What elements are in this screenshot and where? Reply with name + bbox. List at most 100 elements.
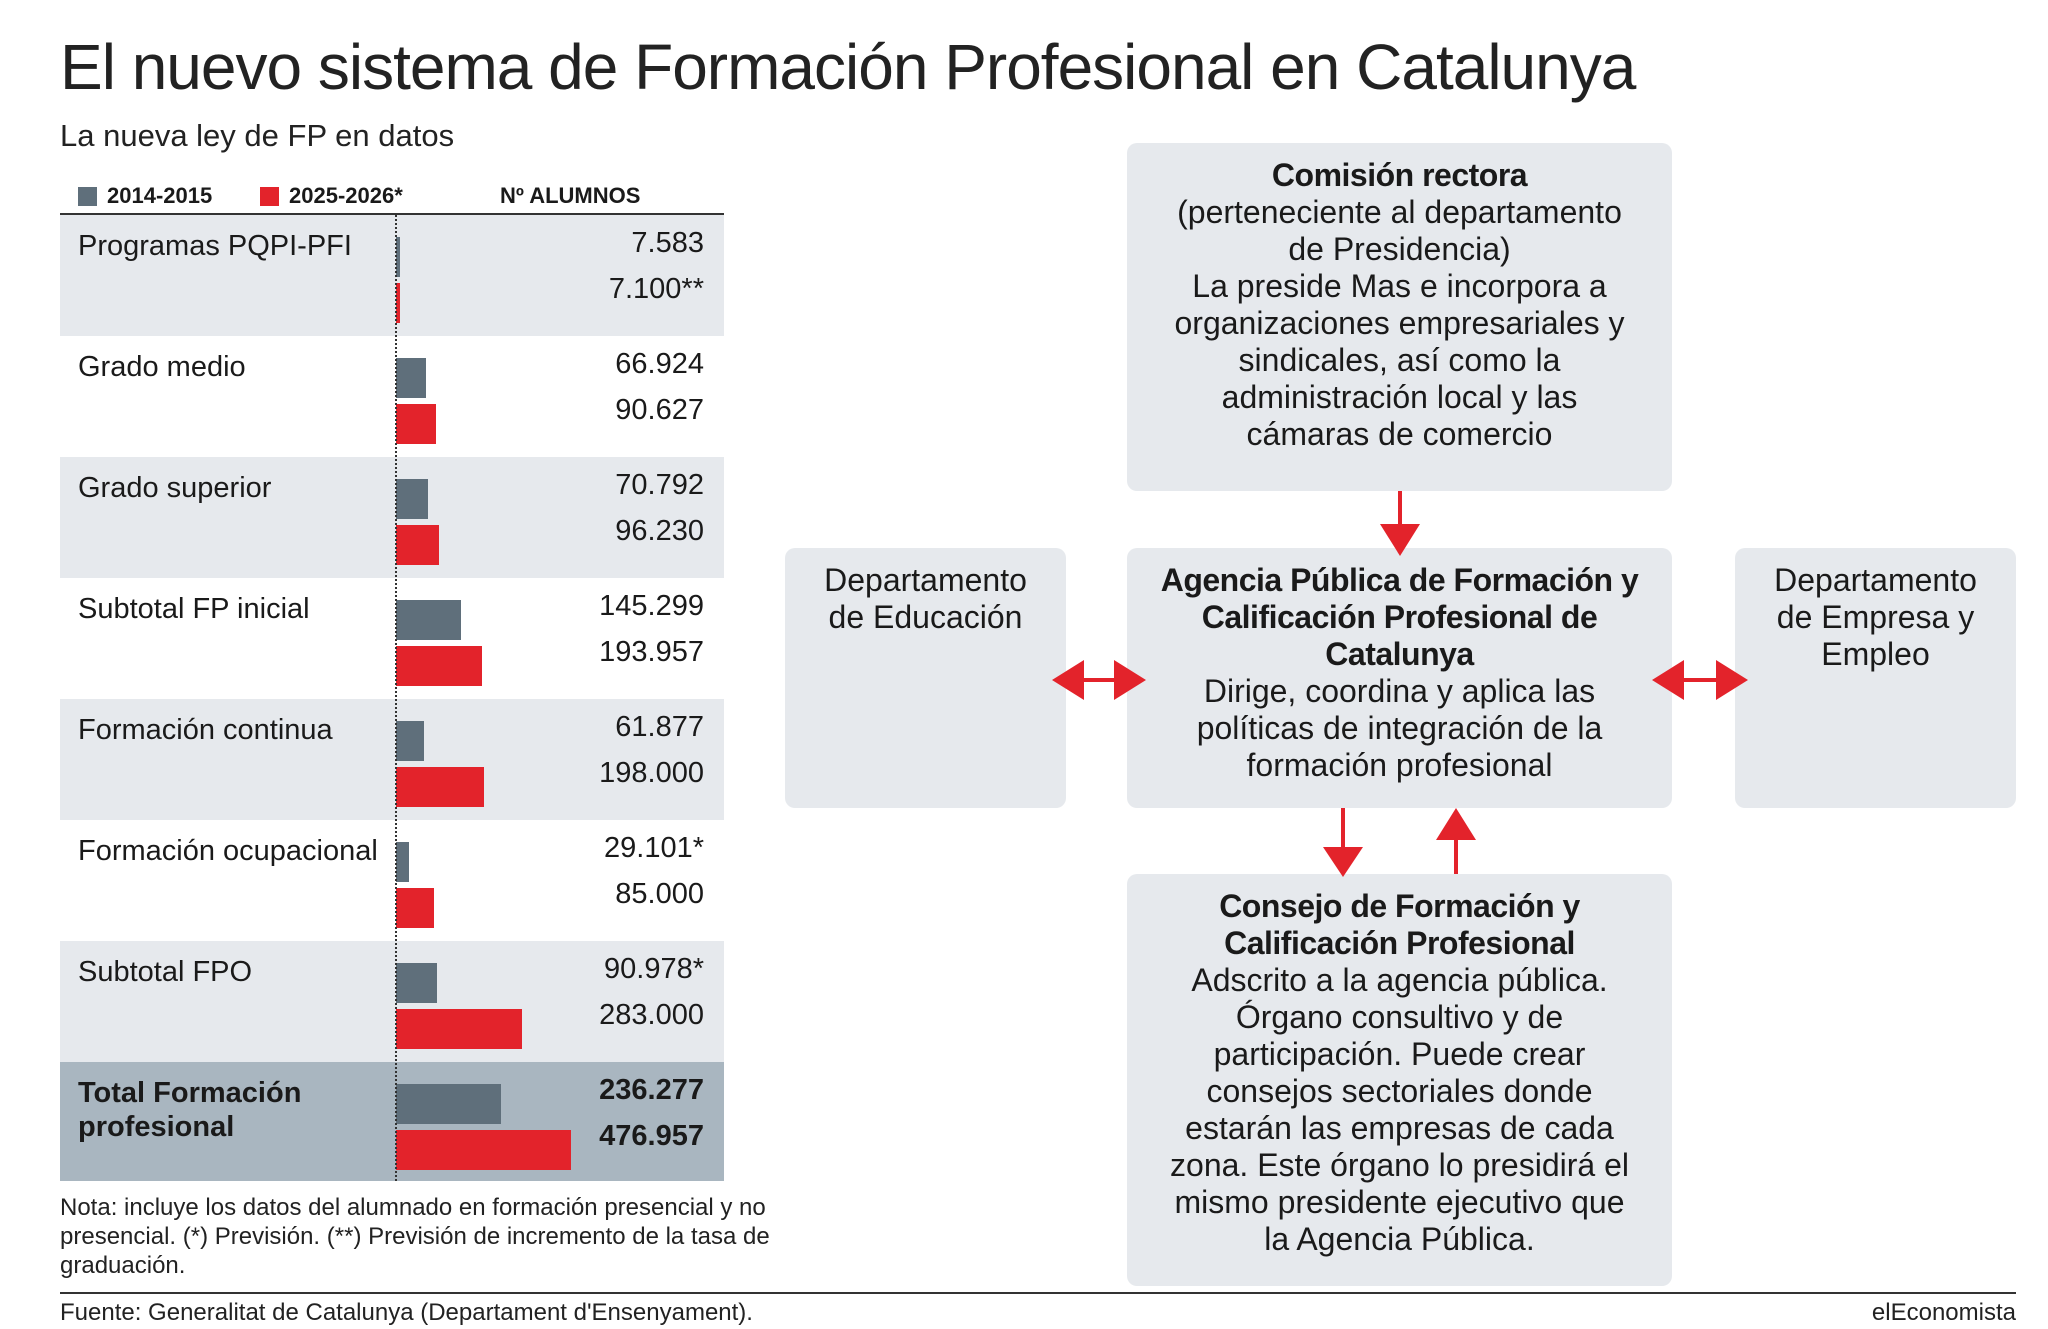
source-note: Fuente: Generalitat de Catalunya (Depart…: [60, 1299, 753, 1326]
bar-2025-2026: [396, 888, 434, 928]
chart-row: Formación continua 61.877 198.000: [60, 699, 724, 820]
value-label: 66.924: [615, 348, 704, 380]
value-label: 7.100**: [608, 273, 704, 305]
bar-2025-2026: [396, 525, 439, 565]
box-consejo-formacion: Consejo de Formación y Calificación Profe…: [1127, 874, 1672, 1286]
agencia-text: Dirige, coordina y aplica las políticas d…: [1127, 673, 1672, 784]
text-line: sindicales, así como la: [1238, 342, 1561, 378]
consejo-text: Adscrito a la agencia pública. Órgano con…: [1127, 962, 1672, 1258]
agencia-title: Agencia Pública de Formación y Calificaci…: [1127, 562, 1672, 673]
bar-2014-2015: [396, 479, 428, 519]
comision-text: (perteneciente al departamento de Preside…: [1127, 194, 1672, 453]
value-label: 90.627: [615, 394, 704, 426]
value-label: 283.000: [599, 999, 704, 1031]
box-comision-rectora: Comisión rectora (perteneciente al depar…: [1127, 143, 1672, 491]
box-agencia-publica: Agencia Pública de Formación y Calificaci…: [1127, 548, 1672, 808]
bar-2025-2026: [396, 283, 400, 323]
bar-2014-2015: [396, 963, 437, 1003]
text-line: de Empresa y: [1776, 599, 1975, 635]
bar-2014-2015: [396, 237, 400, 277]
value-label: 476.957: [599, 1120, 704, 1152]
chart-legend: 2014-2015 2025-2026* Nº ALUMNOS: [60, 177, 724, 215]
legend-label-2014: 2014-2015: [107, 183, 213, 208]
category-label: Formación ocupacional: [78, 835, 378, 867]
page-title: El nuevo sistema de Formación Profesiona…: [60, 31, 1636, 103]
text-line: organizaciones empresariales y: [1174, 305, 1625, 341]
chart-rows: Programas PQPI-PFI 7.583 7.100** Grado medi…: [60, 215, 724, 1181]
bar-2025-2026: [396, 404, 437, 444]
text-line: administración local y las: [1221, 379, 1578, 415]
empresa-text: Departamento de Empresa y Empleo: [1735, 562, 2016, 673]
text-line: cámaras de comercio: [1246, 416, 1553, 452]
footer-rule: [60, 1292, 2016, 1294]
text-line: Dirige, coordina y aplica las: [1203, 673, 1596, 709]
category-label: Formación continua: [78, 714, 333, 746]
bar-2025-2026: [396, 1130, 571, 1170]
category-label: Subtotal FPO: [78, 956, 253, 988]
bar-2025-2026: [396, 767, 485, 807]
text-line: la Agencia Pública.: [1264, 1221, 1535, 1257]
comision-title: Comisión rectora: [1271, 157, 1528, 193]
value-label: 145.299: [599, 590, 704, 622]
chart-row: Grado superior 70.792 96.230: [60, 457, 724, 578]
text-line: políticas de integración de la: [1196, 710, 1603, 746]
category-label: Subtotal FP inicial: [78, 593, 310, 625]
category-label: Grado superior: [78, 472, 272, 504]
value-label: 7.583: [631, 227, 704, 259]
chart-row: Formación ocupacional 29.101* 85.000: [60, 820, 724, 941]
text-line: Departamento: [824, 562, 1027, 598]
value-label: 193.957: [599, 636, 704, 668]
chart-note: Nota: incluye los datos del alumnado en …: [60, 1194, 770, 1279]
bar-2014-2015: [396, 600, 461, 640]
text-line: zona. Este órgano lo presidirá el: [1170, 1147, 1629, 1183]
text-line: de Presidencia): [1288, 231, 1511, 267]
category-label: Total Formación profesional: [78, 1077, 302, 1143]
text-line: La preside Mas e incorpora a: [1192, 268, 1607, 304]
text-line: Adscrito a la agencia pública.: [1191, 962, 1608, 998]
value-label: 85.000: [615, 878, 704, 910]
legend-label-2025: 2025-2026*: [289, 183, 403, 208]
value-label: 198.000: [599, 757, 704, 789]
text-line: Agencia Pública de Formación y: [1160, 562, 1639, 598]
text-line: Catalunya: [1325, 636, 1474, 672]
value-label: 96.230: [615, 515, 704, 547]
text-line: de Educación: [828, 599, 1023, 635]
value-label: 29.101*: [604, 832, 704, 864]
axis-baseline: [395, 215, 397, 1181]
arrow-educacion-agencia: [1052, 660, 1146, 700]
text-line: Calificación Profesional: [1224, 925, 1575, 961]
chart-subtitle: La nueva ley de FP en datos: [60, 118, 455, 153]
bar-chart: 2014-2015 2025-2026* Nº ALUMNOS Programa…: [60, 177, 724, 1181]
bar-2014-2015: [396, 358, 426, 398]
value-label: 61.877: [615, 711, 704, 743]
arrow-comision-to-agencia: [1380, 491, 1420, 556]
chart-row: Total Formación profesional 236.277 476.95…: [60, 1062, 724, 1181]
text-line: estarán las empresas de cada: [1185, 1110, 1614, 1146]
chart-row: Subtotal FP inicial 145.299 193.957: [60, 578, 724, 699]
value-label: 70.792: [615, 469, 704, 501]
consejo-title: Consejo de Formación y Calificación Profe…: [1127, 888, 1672, 962]
bar-2014-2015: [396, 721, 424, 761]
text-line: Empleo: [1821, 636, 1930, 672]
value-column-header: Nº ALUMNOS: [500, 183, 641, 208]
chart-row: Subtotal FPO 90.978* 283.000: [60, 941, 724, 1062]
bar-2014-2015: [396, 1084, 502, 1124]
chart-row: Grado medio 66.924 90.627: [60, 336, 724, 457]
category-label: Grado medio: [78, 351, 246, 383]
legend-swatch-2025: [260, 186, 279, 206]
text-line: Departamento: [1774, 562, 1977, 598]
legend-swatch-2014: [78, 186, 97, 206]
text-line: formación profesional: [1246, 747, 1553, 783]
value-label: 90.978*: [604, 953, 704, 985]
value-label: 236.277: [599, 1074, 704, 1106]
arrow-consejo-to-agencia: [1436, 808, 1476, 874]
educacion-text: Departamento de Educación: [785, 562, 1066, 636]
legend-item-2014: 2014-2015: [78, 183, 212, 209]
chart-row: Programas PQPI-PFI 7.583 7.100**: [60, 215, 724, 336]
arrow-agencia-empresa: [1652, 660, 1748, 700]
bar-2025-2026: [396, 1009, 523, 1049]
text-line: Calificación Profesional de: [1201, 599, 1598, 635]
category-label: Programas PQPI-PFI: [78, 230, 352, 262]
legend-item-2025: 2025-2026*: [260, 183, 403, 209]
